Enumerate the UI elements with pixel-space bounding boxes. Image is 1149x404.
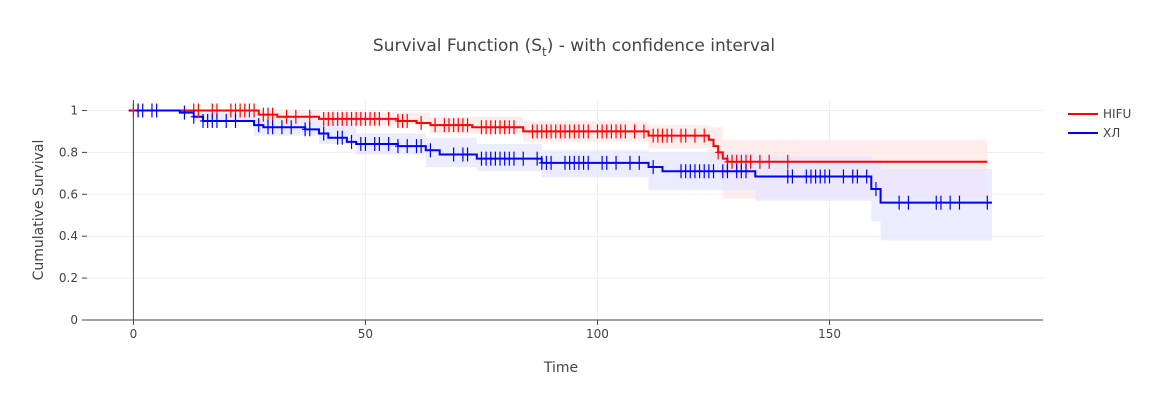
y-tick-label: 0.6 xyxy=(59,187,78,201)
chart-title-main: Survival Function (S xyxy=(373,36,542,56)
confidence-band-1 xyxy=(128,110,992,241)
legend-item-hifu[interactable]: HIFU xyxy=(1068,107,1131,121)
y-tick-label: 0.8 xyxy=(59,145,78,159)
y-tick-label: 1 xyxy=(70,103,78,117)
x-tick-label: 100 xyxy=(586,327,609,341)
axes: 0 50 100 150 0 0.2 0.4 0.6 0.8 1 xyxy=(59,103,1043,341)
x-axis-label: Time xyxy=(543,360,578,376)
legend[interactable]: HIFU ХЛ xyxy=(1068,107,1131,140)
legend-item-xl[interactable]: ХЛ xyxy=(1068,126,1120,140)
chart-title-rest: ) - with confidence interval xyxy=(547,36,775,56)
censor-marks xyxy=(130,103,991,210)
y-tick-label: 0.4 xyxy=(59,229,78,243)
y-axis-label: Cumulative Survival xyxy=(31,140,47,281)
y-tick-label: 0.2 xyxy=(59,271,78,285)
chart-title-subscript: t xyxy=(542,45,547,59)
legend-label-xl: ХЛ xyxy=(1103,126,1120,140)
legend-label-hifu: HIFU xyxy=(1103,107,1131,121)
x-tick-label: 150 xyxy=(818,327,841,341)
y-tick-label: 0 xyxy=(70,313,78,327)
x-tick-label: 50 xyxy=(358,327,373,341)
x-tick-label: 0 xyxy=(130,327,138,341)
chart-title: Survival Function (St) - with confidence… xyxy=(373,36,775,59)
